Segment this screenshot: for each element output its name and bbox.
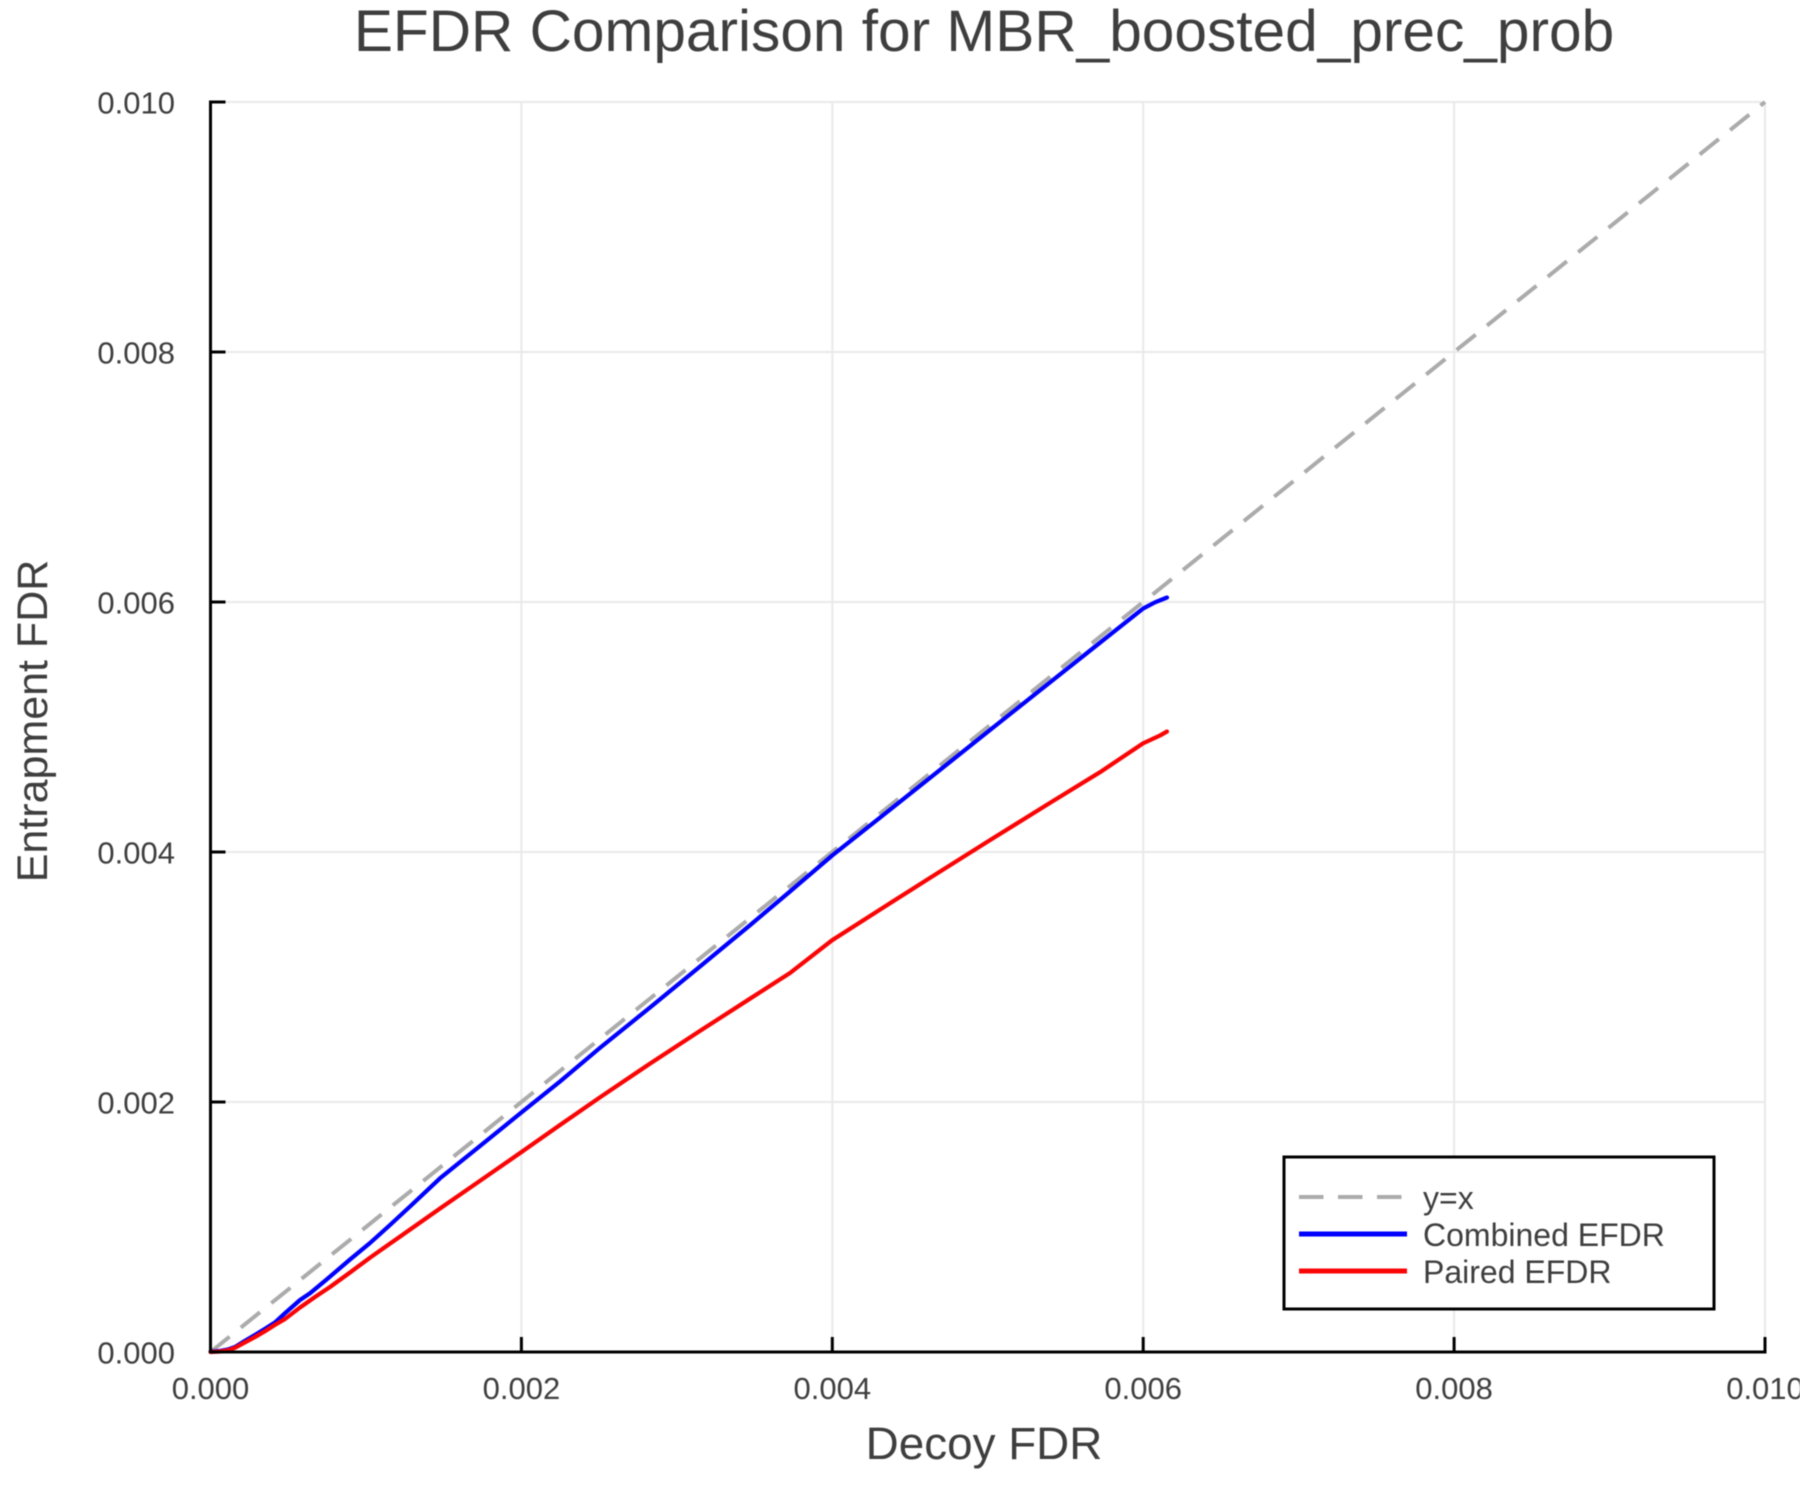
svg-text:0.006: 0.006	[97, 586, 175, 621]
svg-text:0.000: 0.000	[172, 1371, 250, 1406]
svg-text:0.002: 0.002	[97, 1086, 175, 1121]
svg-text:0.008: 0.008	[97, 336, 175, 371]
svg-text:Decoy FDR: Decoy FDR	[866, 1418, 1103, 1469]
svg-text:y=x: y=x	[1423, 1180, 1474, 1216]
svg-text:EFDR Comparison for MBR_booste: EFDR Comparison for MBR_boosted_prec_pro…	[354, 0, 1614, 64]
svg-text:0.004: 0.004	[97, 836, 175, 871]
svg-text:0.006: 0.006	[1104, 1371, 1182, 1406]
svg-text:0.008: 0.008	[1415, 1371, 1493, 1406]
svg-text:Entrapment FDR: Entrapment FDR	[9, 560, 57, 883]
svg-text:Combined EFDR: Combined EFDR	[1423, 1217, 1665, 1253]
svg-text:0.010: 0.010	[1726, 1371, 1800, 1406]
svg-text:0.002: 0.002	[483, 1371, 561, 1406]
svg-text:Paired EFDR: Paired EFDR	[1423, 1254, 1612, 1290]
svg-text:0.010: 0.010	[97, 86, 175, 121]
svg-text:0.000: 0.000	[97, 1336, 175, 1371]
svg-text:0.004: 0.004	[794, 1371, 872, 1406]
